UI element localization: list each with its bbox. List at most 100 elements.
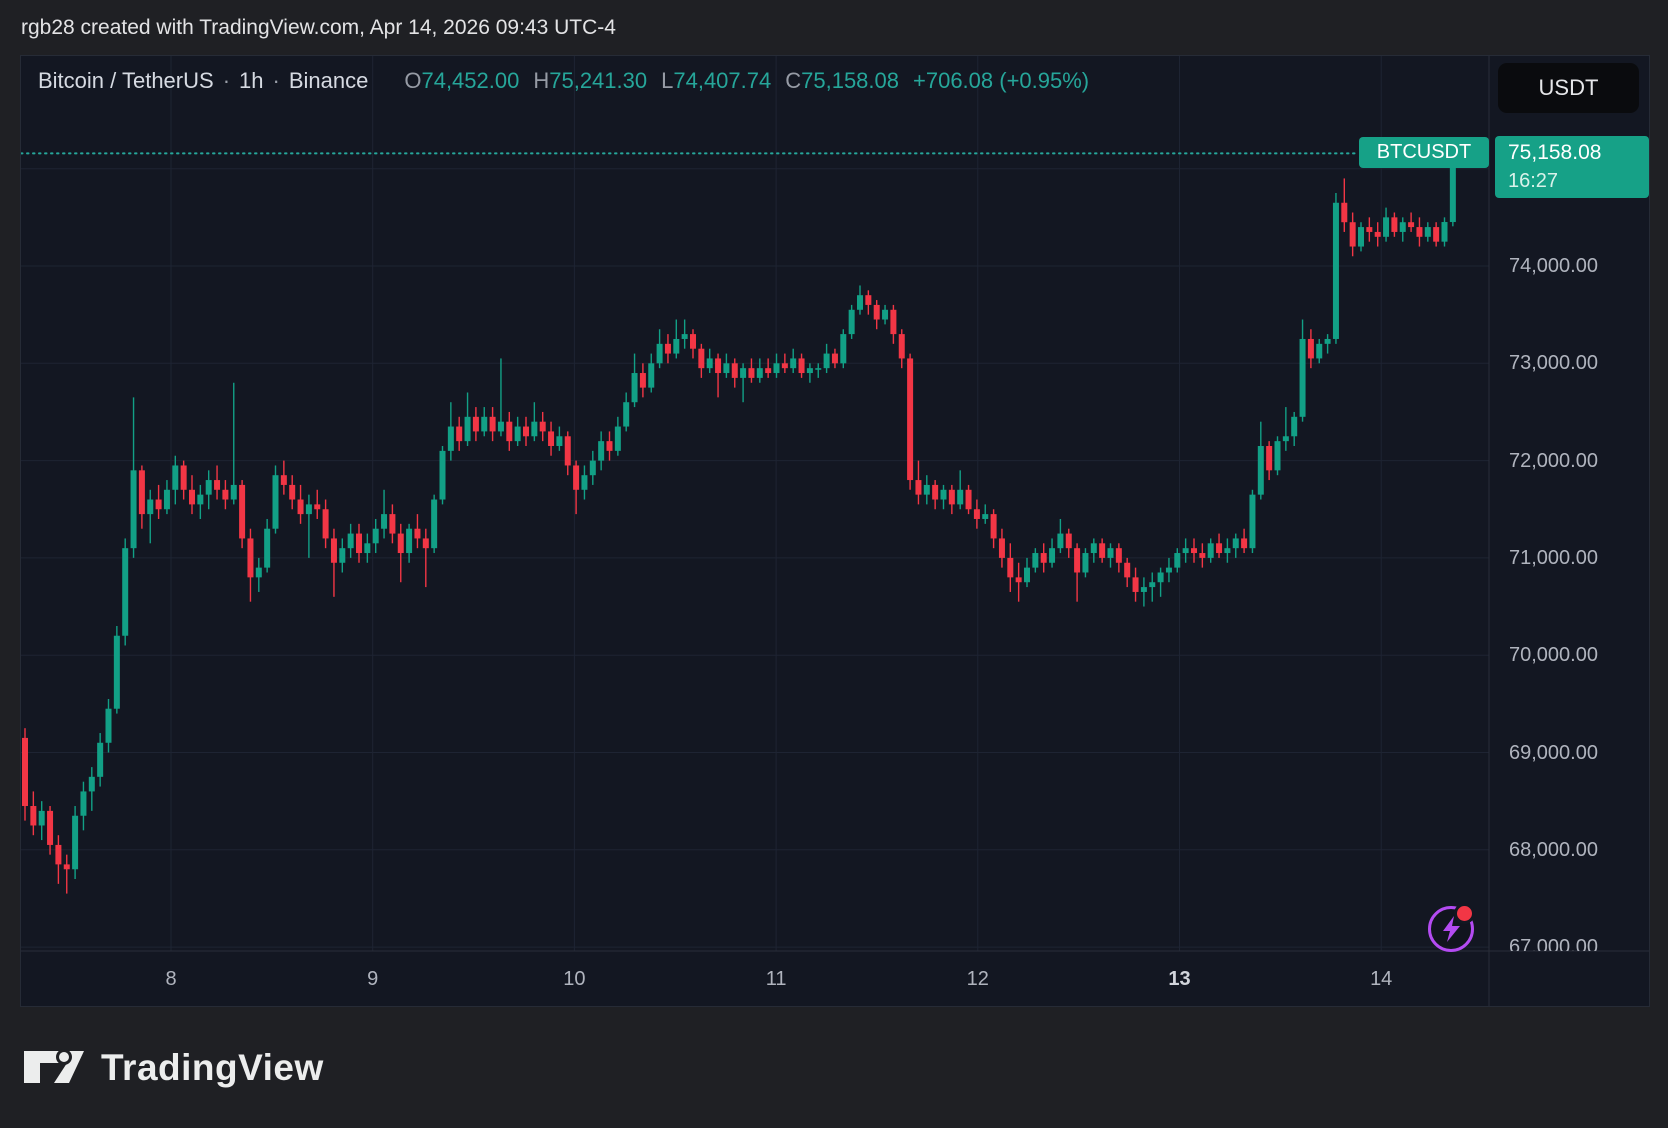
candle-body (932, 484, 939, 500)
candle-body (88, 776, 95, 792)
candle-body (756, 368, 763, 378)
candle-body (806, 368, 813, 374)
candle-body (865, 295, 872, 305)
candle-body (1024, 567, 1030, 583)
last-price-tag: 75,158.08 16:27 (1495, 136, 1649, 198)
candle-body (823, 353, 830, 369)
candle-body (639, 373, 646, 388)
candle-body (998, 538, 1005, 558)
candle-body (1241, 538, 1248, 549)
candle-body (356, 533, 362, 554)
candle-body (47, 810, 54, 845)
candle-body (489, 416, 496, 432)
price-axis-label: 69,000.00 (1509, 741, 1598, 764)
candle-body (673, 338, 680, 354)
candle-body (790, 358, 797, 369)
candle-body (573, 465, 580, 490)
candle-body (698, 348, 705, 369)
candle-body (1349, 222, 1356, 247)
candle-body (1324, 338, 1331, 344)
candle-body (1182, 548, 1189, 554)
time-axis-label: 11 (765, 968, 787, 990)
candle-body (330, 538, 337, 563)
chart-panel: Bitcoin / TetherUS · 1h · Binance O 74,45… (20, 55, 1650, 1007)
candle-body (539, 421, 546, 432)
legend-separator: · (272, 68, 280, 93)
candle-body (1124, 562, 1131, 578)
time-axis-label: 8 (165, 968, 177, 990)
attribution-text: rgb28 created with TradingView.com, Apr … (21, 16, 616, 39)
price-axis-label: 68,000.00 (1509, 838, 1598, 861)
price-scale[interactable]: 74,000.00 73,000.00 72,000.00 71,000.00 70,0… (1489, 56, 1649, 951)
tradingview-logo-text: TradingView (101, 1046, 324, 1088)
quick-trade-button[interactable] (1428, 903, 1475, 952)
candle-body (815, 368, 822, 370)
candle-body (631, 373, 638, 403)
candle-body (1149, 582, 1156, 588)
candle-body (798, 358, 805, 374)
candle-body (907, 358, 914, 481)
candle-body (472, 416, 479, 432)
candle-body (656, 343, 663, 364)
last-price-symbol-badge: BTCUSDT (1359, 137, 1489, 168)
change-value: +706.08 (+0.95%) (913, 68, 1090, 93)
interval-label: 1h (239, 68, 264, 93)
candle-body (1199, 553, 1206, 558)
candle-body (431, 499, 438, 549)
candle-body (364, 543, 371, 554)
low-letter: L (661, 68, 674, 93)
candle-body (731, 363, 738, 378)
candle-body (1449, 153, 1456, 223)
candle-body (581, 475, 588, 490)
candle-body (506, 421, 513, 442)
price-axis-label: 73,000.00 (1509, 352, 1598, 375)
candle-body (882, 309, 889, 320)
candle-body (857, 295, 863, 310)
price-axis-label: 70,000.00 (1509, 644, 1598, 667)
footer-bar: TradingView (0, 1007, 1668, 1128)
candle-body (1249, 494, 1256, 549)
candle-body (915, 480, 922, 495)
candle-body (1441, 222, 1448, 242)
candle-body (1257, 446, 1264, 495)
candle-body (163, 489, 170, 510)
candle-body (1090, 543, 1097, 554)
candle-body (748, 368, 755, 378)
candle-body (1366, 227, 1373, 232)
candle-body (80, 791, 87, 816)
candle-body (1065, 533, 1072, 549)
candle-body (155, 499, 162, 510)
currency-toggle-button[interactable]: USDT (1498, 63, 1639, 113)
candle-body (1165, 567, 1172, 573)
time-axis-label: 14 (1370, 968, 1393, 990)
open-value: 74,452.00 (421, 68, 520, 93)
candle-body (456, 426, 463, 442)
candle-body (982, 514, 989, 519)
candle-body (447, 426, 454, 451)
candle-body (1383, 217, 1390, 237)
candle-body (347, 533, 354, 549)
candle-body (113, 635, 120, 709)
time-scale[interactable]: 8 9 10 11 12 13 14 (21, 951, 1649, 1006)
candle-body (848, 309, 855, 335)
last-price-time: 16:27 (1508, 170, 1559, 192)
price-axis-label: 71,000.00 (1509, 546, 1598, 569)
candle-body (1291, 416, 1298, 437)
currency-toggle-label: USDT (1538, 75, 1599, 100)
candle-body (439, 450, 446, 500)
candle-body (690, 334, 696, 349)
candle-body (272, 475, 279, 529)
candle-body (1282, 436, 1289, 442)
candle-body (1115, 548, 1122, 563)
candle-body (664, 343, 671, 354)
candle-body (247, 538, 254, 578)
tradingview-logo[interactable]: TradingView (23, 1047, 324, 1089)
chart-canvas[interactable] (21, 56, 1650, 1007)
candle-body (1416, 227, 1423, 237)
open-letter: O (404, 68, 422, 93)
high-value: 75,241.30 (549, 68, 648, 93)
candle-body (381, 514, 388, 529)
candle-body (1358, 227, 1364, 247)
candle-body (1057, 533, 1064, 549)
